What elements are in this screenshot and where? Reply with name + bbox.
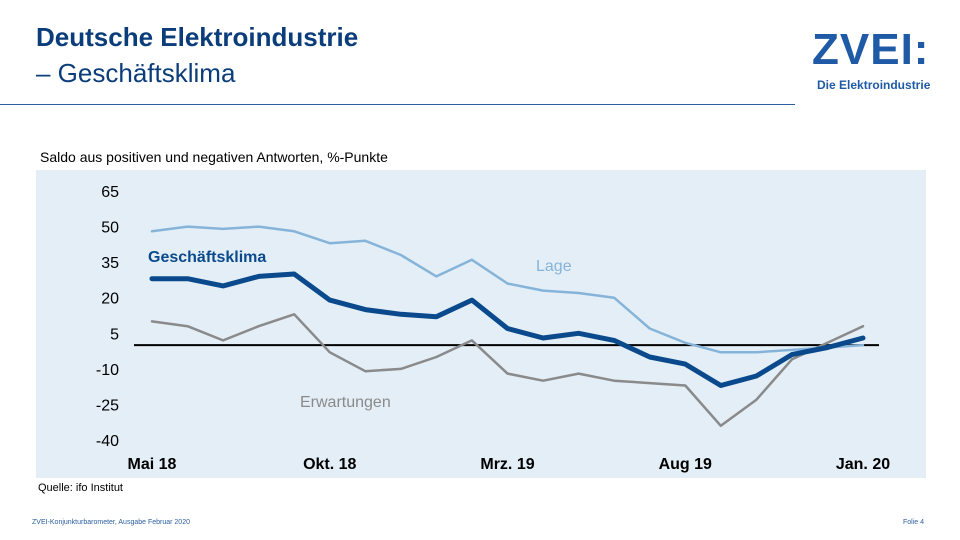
series-line-lage [150,225,865,354]
page-title: Deutsche Elektroindustrie [36,22,359,52]
y-tick-label: -40 [96,433,119,450]
footer-publication: ZVEI-Konjunkturbarometer, Ausgabe Februa… [32,519,190,526]
x-tick-label: Mai 18 [128,456,177,473]
series-line-erwartungen [150,313,865,428]
y-tick-label: 20 [101,291,119,308]
x-tick-label: Aug 19 [659,456,712,473]
series-label-lage: Lage [536,258,572,275]
series-line-geschaeftsklima [149,271,866,388]
y-tick-label: 65 [101,184,119,201]
line-chart: 65 50 35 20 5 -10 -25 -40 Mai 18 Okt. 18 Mrz. 19 Au… [96,184,890,473]
header-divider [0,104,795,105]
source-note: Quelle: ifo Institut [38,482,123,494]
page-subtitle: – Geschäftsklima [36,58,236,88]
y-tick-label: 5 [110,326,119,343]
logo-subtitle: Die Elektroindustrie [817,78,931,92]
chart-subtitle: Saldo aus positiven und negativen Antwor… [40,149,388,165]
chart-panel: 65 50 35 20 5 -10 -25 -40 Mai 18 Okt. 18 Mrz. 19 Au… [36,170,926,478]
x-tick-label: Jan. 20 [836,456,890,473]
series-label-erwartungen: Erwartungen [300,394,391,411]
zvei-logo: ZVEI: Die Elektroindustrie [812,28,942,98]
series-label-geschaeftsklima: Geschäftsklima [148,249,266,266]
y-tick-label: -10 [96,362,119,379]
y-tick-label: 50 [101,220,119,237]
logo-text: ZVEI: [812,25,930,74]
x-tick-label: Okt. 18 [303,456,356,473]
footer-slide-number: Folie 4 [903,519,925,526]
x-tick-label: Mrz. 19 [480,456,534,473]
y-tick-label: 35 [101,255,119,272]
y-tick-label: -25 [96,397,119,414]
